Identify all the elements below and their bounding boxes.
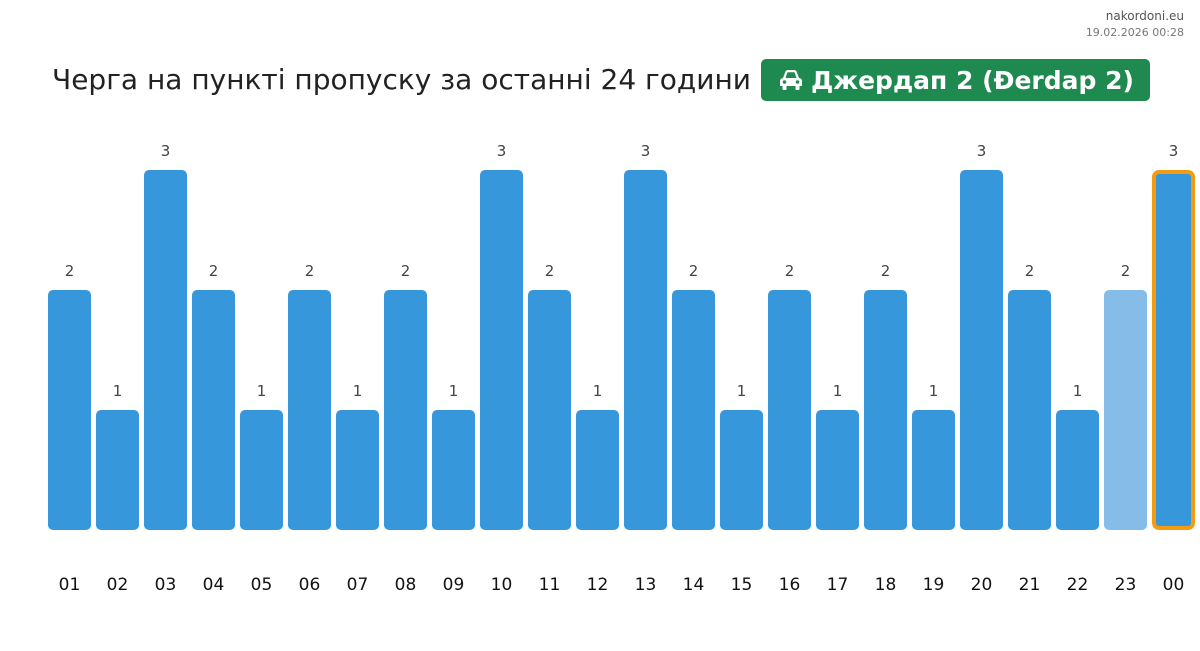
bar-09 [432, 410, 475, 530]
data-label-00: 3 [1169, 142, 1179, 160]
checkpoint-badge: Джердап 2 (Đerdap 2) [760, 59, 1150, 101]
x-tick-07: 07 [347, 575, 369, 595]
x-tick-21: 21 [1019, 575, 1041, 595]
bar-07 [336, 410, 379, 530]
x-tick-04: 04 [203, 575, 225, 595]
data-label-08: 2 [401, 262, 411, 280]
bar-01 [48, 290, 91, 530]
bar-18 [864, 290, 907, 530]
bar-03 [144, 170, 187, 530]
bar-08 [384, 290, 427, 530]
bar-13 [624, 170, 667, 530]
bar-11 [528, 290, 571, 530]
bar-23 [1104, 290, 1147, 530]
data-label-11: 2 [545, 262, 555, 280]
bar-04 [192, 290, 235, 530]
data-label-13: 3 [641, 142, 651, 160]
x-tick-05: 05 [251, 575, 273, 595]
x-tick-06: 06 [299, 575, 321, 595]
data-label-01: 2 [65, 262, 75, 280]
x-tick-15: 15 [731, 575, 753, 595]
bar-00 [1152, 170, 1195, 530]
bar-14 [672, 290, 715, 530]
bar-15 [720, 410, 763, 530]
x-tick-23: 23 [1115, 575, 1137, 595]
chart-header: Черга на пункті пропуску за останні 24 г… [52, 59, 1150, 101]
bar-05 [240, 410, 283, 530]
data-label-18: 2 [881, 262, 891, 280]
data-label-21: 2 [1025, 262, 1035, 280]
data-label-12: 1 [593, 382, 603, 400]
x-tick-19: 19 [923, 575, 945, 595]
data-label-23: 2 [1121, 262, 1131, 280]
x-tick-13: 13 [635, 575, 657, 595]
x-tick-16: 16 [779, 575, 801, 595]
x-tick-08: 08 [395, 575, 417, 595]
bar-17 [816, 410, 859, 530]
data-label-02: 1 [113, 382, 123, 400]
x-tick-01: 01 [59, 575, 81, 595]
data-label-16: 2 [785, 262, 795, 280]
x-tick-14: 14 [683, 575, 705, 595]
data-label-03: 3 [161, 142, 171, 160]
bar-06 [288, 290, 331, 530]
x-tick-22: 22 [1067, 575, 1089, 595]
site-name: nakordoni.eu [1105, 9, 1184, 23]
bar-10 [480, 170, 523, 530]
timestamp: 19.02.2026 00:28 [1085, 26, 1184, 39]
bar-12 [576, 410, 619, 530]
checkpoint-name: Джердап 2 (Đerdap 2) [810, 65, 1134, 95]
x-tick-03: 03 [155, 575, 177, 595]
bar-16 [768, 290, 811, 530]
data-label-04: 2 [209, 262, 219, 280]
data-label-06: 2 [305, 262, 315, 280]
chart-title: Черга на пункті пропуску за останні 24 г… [52, 63, 751, 96]
x-tick-09: 09 [443, 575, 465, 595]
bar-20 [960, 170, 1003, 530]
bar-02 [96, 410, 139, 530]
data-label-15: 1 [737, 382, 747, 400]
data-label-10: 3 [497, 142, 507, 160]
data-label-14: 2 [689, 262, 699, 280]
x-tick-17: 17 [827, 575, 849, 595]
x-tick-18: 18 [875, 575, 897, 595]
data-label-20: 3 [977, 142, 987, 160]
x-tick-12: 12 [587, 575, 609, 595]
x-tick-00: 00 [1163, 575, 1185, 595]
car-icon [777, 68, 805, 92]
bar-19 [912, 410, 955, 530]
data-label-05: 1 [257, 382, 267, 400]
data-label-22: 1 [1073, 382, 1083, 400]
x-tick-11: 11 [539, 575, 561, 595]
bar-22 [1056, 410, 1099, 530]
data-label-17: 1 [833, 382, 843, 400]
data-label-09: 1 [449, 382, 459, 400]
x-tick-20: 20 [971, 575, 993, 595]
x-tick-10: 10 [491, 575, 513, 595]
x-tick-02: 02 [107, 575, 129, 595]
data-label-07: 1 [353, 382, 363, 400]
data-label-19: 1 [929, 382, 939, 400]
bar-21 [1008, 290, 1051, 530]
